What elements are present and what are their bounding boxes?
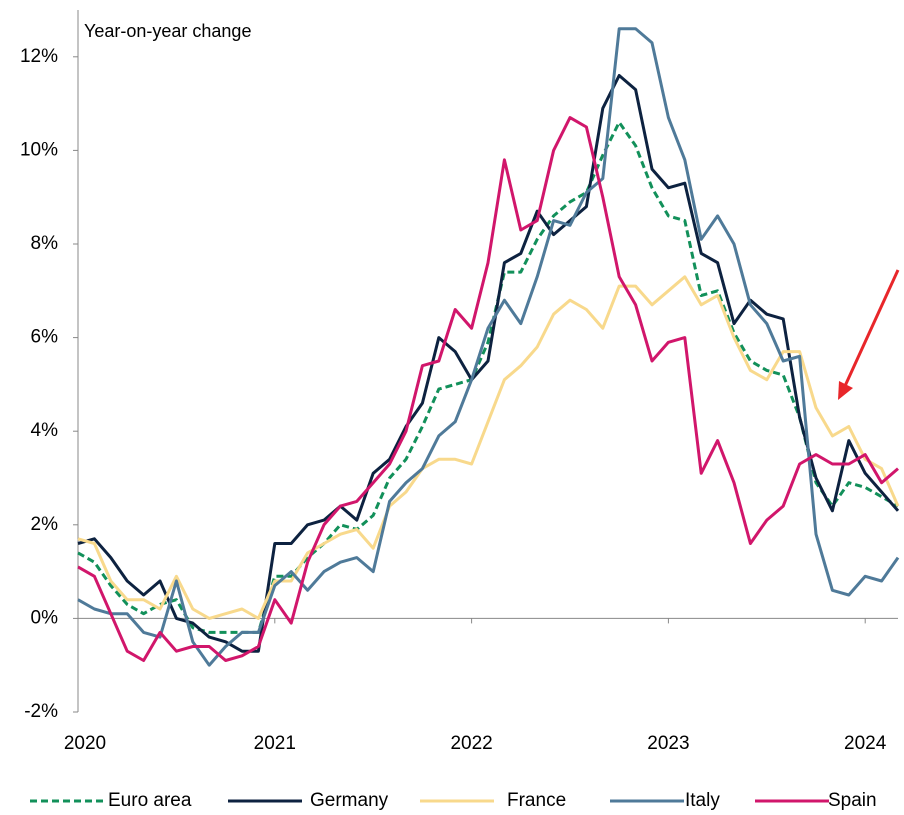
x-tick-label: 2020	[64, 733, 106, 754]
series-line	[77, 116, 899, 662]
series-line	[77, 120, 899, 634]
y-tick-label: 12%	[20, 46, 58, 67]
legend-label: France	[507, 790, 566, 811]
y-tick-label: 0%	[31, 607, 59, 628]
x-tick-label: 2023	[647, 733, 689, 754]
legend-label: Euro area	[108, 790, 192, 811]
annotation: Year-on-year change	[84, 21, 251, 41]
series-line	[77, 275, 900, 620]
x-tick-label: 2021	[254, 733, 296, 754]
x-tick-label: 2022	[450, 733, 492, 754]
series-line	[77, 74, 900, 653]
legend-label: Italy	[685, 790, 720, 811]
y-tick-label: 8%	[31, 233, 59, 254]
y-tick-label: 6%	[31, 327, 59, 348]
series-line	[77, 27, 900, 667]
arrow-head	[838, 381, 853, 400]
x-tick-label: 2024	[844, 733, 887, 754]
legend-label: Spain	[828, 790, 877, 811]
y-tick-label: 10%	[20, 139, 58, 160]
y-tick-label: -2%	[24, 701, 58, 722]
arrow	[843, 269, 900, 387]
y-tick-label: 4%	[31, 420, 59, 441]
y-tick-label: 2%	[31, 514, 59, 535]
legend-label: Germany	[310, 790, 389, 811]
